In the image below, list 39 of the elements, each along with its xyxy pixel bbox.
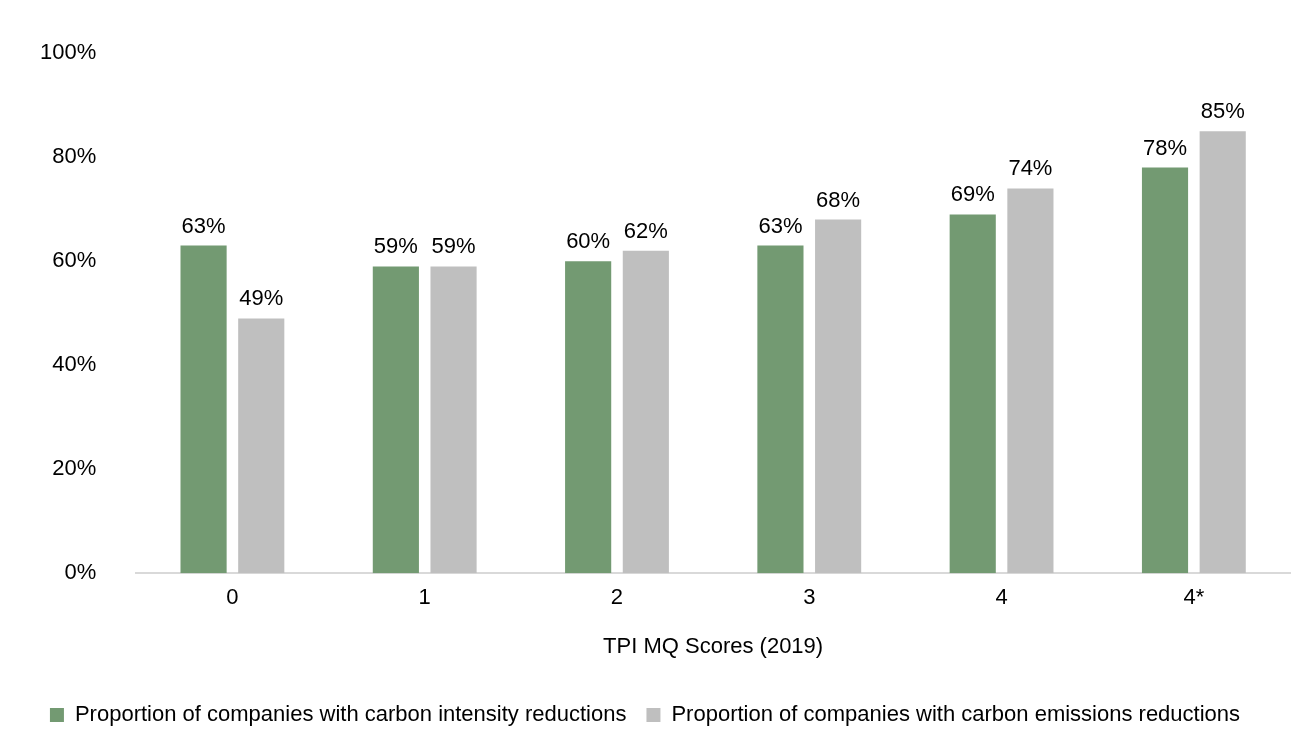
data-label: 69%	[950, 181, 995, 207]
y-tick-label: 80%	[52, 143, 97, 169]
bar	[1007, 188, 1054, 574]
data-label: 63%	[758, 212, 803, 238]
x-tick-label: 4*	[1183, 584, 1205, 610]
data-label: 78%	[1142, 134, 1188, 160]
bar	[949, 214, 996, 574]
y-tick-label: 40%	[52, 351, 97, 377]
bar	[1141, 167, 1189, 574]
bar	[757, 245, 804, 574]
y-tick-label: 60%	[52, 247, 97, 273]
bar	[372, 266, 419, 574]
y-tick-label: 100%	[39, 39, 97, 65]
x-tick-label: 0	[226, 584, 239, 610]
x-axis-title: TPI MQ Scores (2019)	[603, 632, 824, 658]
data-label: 59%	[431, 233, 476, 259]
bar	[1199, 131, 1246, 574]
data-label: 62%	[623, 217, 668, 243]
data-label: 63%	[181, 212, 226, 238]
data-label: 60%	[566, 228, 611, 254]
x-tick-label: 3	[803, 584, 816, 610]
legend-label: Proportion of companies with carbon intensity reductions	[74, 701, 627, 727]
bar	[238, 318, 285, 574]
legend-label: Proportion of companies with carbon emissions reductions	[671, 701, 1241, 727]
bar	[622, 250, 669, 574]
data-label: 68%	[816, 186, 861, 212]
data-label: 49%	[239, 285, 284, 311]
bar	[565, 261, 612, 574]
x-tick-label: 1	[418, 584, 431, 610]
x-tick-label: 4	[995, 584, 1008, 610]
bar	[180, 245, 227, 574]
data-label: 74%	[1008, 155, 1053, 181]
bar	[815, 219, 862, 574]
x-tick-label: 2	[610, 584, 624, 610]
y-tick-label: 20%	[52, 455, 97, 481]
data-label: 85%	[1200, 98, 1245, 124]
data-label: 59%	[373, 233, 418, 259]
bar	[430, 266, 477, 574]
y-tick-label: 0%	[64, 559, 97, 585]
